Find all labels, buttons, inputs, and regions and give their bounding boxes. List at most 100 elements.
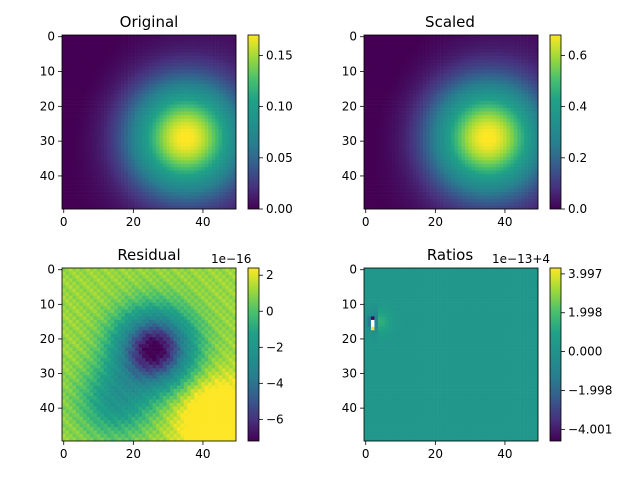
heatmap-cell — [513, 52, 518, 57]
heatmap-cell — [180, 108, 185, 112]
heatmap-cell — [461, 108, 466, 112]
heatmap-cell — [72, 118, 77, 123]
heatmap-cell — [409, 83, 414, 88]
heatmap-cell — [65, 104, 70, 109]
heatmap-cell — [534, 41, 539, 46]
heatmap-cell — [89, 35, 94, 39]
heatmap-cell — [131, 115, 136, 119]
heatmap-cell — [180, 149, 185, 154]
heatmap-cell — [128, 35, 132, 39]
heatmap-cell — [107, 80, 112, 85]
heatmap-cell — [513, 128, 518, 133]
heatmap-cell — [433, 118, 438, 123]
heatmap-cell — [183, 66, 188, 71]
heatmap-cell — [437, 101, 441, 105]
heatmap-cell — [444, 153, 448, 158]
heatmap-cell — [402, 125, 407, 130]
heatmap-cell — [444, 202, 448, 206]
heatmap-cell — [471, 163, 476, 168]
heatmap-cell — [517, 198, 521, 203]
heatmap-cell — [79, 87, 84, 91]
heatmap-cell — [89, 76, 94, 81]
heatmap-cell — [222, 62, 226, 67]
heatmap-cell — [138, 69, 143, 74]
heatmap-cell — [433, 66, 438, 71]
heatmap-cell — [388, 184, 393, 189]
heatmap-cell — [86, 167, 91, 172]
heatmap-cell — [222, 108, 226, 112]
heatmap-cell — [142, 163, 146, 168]
heatmap-cell — [180, 76, 185, 81]
heatmap-cell — [468, 108, 473, 112]
heatmap-cell — [370, 188, 375, 192]
heatmap-cell — [478, 153, 483, 158]
heatmap-cell — [534, 55, 539, 60]
heatmap-cell — [513, 125, 518, 130]
heatmap-cell — [395, 188, 400, 192]
heatmap-cell — [68, 139, 73, 144]
heatmap-cell — [72, 125, 77, 130]
heatmap-cell — [513, 167, 518, 172]
heatmap-cell — [149, 149, 153, 154]
heatmap-cell — [499, 184, 504, 189]
heatmap-cell — [489, 125, 494, 130]
heatmap-cell — [506, 35, 511, 39]
heatmap-cell — [162, 160, 167, 165]
heatmap-cell — [430, 149, 434, 154]
heatmap-cell — [444, 170, 448, 175]
heatmap-cell — [440, 69, 445, 74]
heatmap-cell — [128, 128, 132, 133]
heatmap-cell — [79, 59, 84, 64]
heatmap-cell — [506, 128, 511, 133]
heatmap-cell — [201, 122, 205, 126]
heatmap-cell — [201, 128, 205, 133]
heatmap-cell — [510, 35, 514, 39]
heatmap-cell — [222, 45, 226, 50]
heatmap-cell — [489, 122, 494, 126]
heatmap-cell — [190, 205, 195, 210]
heatmap-cell — [461, 48, 466, 53]
heatmap-cell — [229, 66, 233, 71]
heatmap-cell — [204, 174, 209, 178]
heatmap-cell — [103, 48, 108, 53]
heatmap-cell — [395, 174, 400, 178]
heatmap-cell — [204, 73, 209, 78]
heatmap-cell — [464, 35, 469, 39]
heatmap-cell — [194, 170, 199, 175]
heatmap-cell — [447, 45, 452, 50]
heatmap-cell — [388, 195, 393, 199]
heatmap-cell — [440, 83, 445, 88]
heatmap-cell — [405, 101, 410, 105]
heatmap-cell — [433, 73, 438, 78]
heatmap-cell — [384, 167, 389, 172]
heatmap-cell — [485, 188, 490, 192]
heatmap-cell — [395, 111, 400, 116]
heatmap-cell — [225, 132, 230, 137]
heatmap-cell — [159, 94, 164, 98]
heatmap-cell — [419, 202, 424, 206]
heatmap-cell — [155, 174, 160, 178]
heatmap-cell — [65, 177, 70, 182]
heatmap-cell — [510, 94, 514, 98]
heatmap-cell — [377, 55, 382, 60]
heatmap-cell — [232, 128, 237, 133]
heatmap-cell — [204, 90, 209, 95]
heatmap-cell — [499, 188, 504, 192]
heatmap-cell — [471, 156, 476, 161]
heatmap-cell — [471, 41, 476, 46]
heatmap-cell — [103, 90, 108, 95]
heatmap-cell — [208, 139, 212, 144]
heatmap-cell — [180, 170, 185, 175]
heatmap-cell — [62, 198, 66, 203]
heatmap-cell — [215, 90, 219, 95]
heatmap-cell — [215, 104, 219, 109]
heatmap-cell — [75, 62, 80, 67]
heatmap-cell — [485, 153, 490, 158]
heatmap-cell — [187, 115, 192, 119]
heatmap-cell — [398, 55, 403, 60]
heatmap-cell — [440, 191, 445, 196]
heatmap-cell — [451, 202, 455, 206]
heatmap-cell — [464, 80, 469, 85]
heatmap-cell — [155, 177, 160, 182]
heatmap-cell — [62, 48, 66, 53]
